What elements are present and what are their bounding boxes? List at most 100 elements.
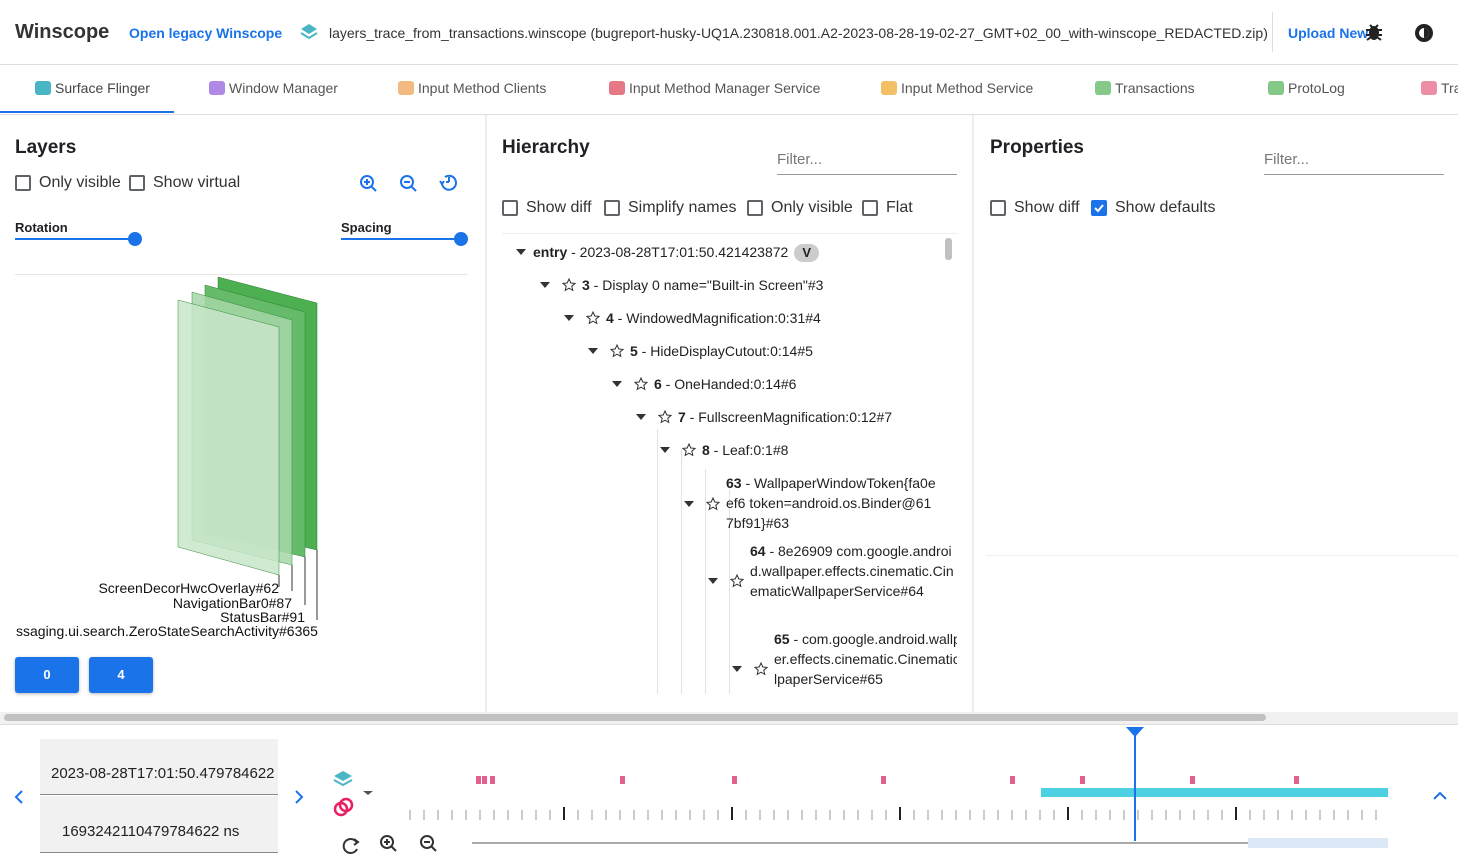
transition-mark xyxy=(1080,776,1085,784)
timestamp: 2023-08-28T17:01:50.479784622 xyxy=(51,765,275,782)
expand-arrow[interactable] xyxy=(707,576,719,586)
node-id: 7 xyxy=(678,409,686,425)
properties-panel: Properties Filter... Show diff Show defau… xyxy=(974,115,1458,712)
tree-guide xyxy=(705,469,706,694)
tree-node[interactable]: 5 - HideDisplayCutout:0:14#5 xyxy=(587,337,942,365)
expand-arrow[interactable] xyxy=(659,445,671,455)
spacing-label: Spacing xyxy=(341,220,392,235)
node-text: 7 - FullscreenMagnification:0:12#7 xyxy=(678,407,957,427)
filter-input[interactable]: Filter... xyxy=(777,151,957,175)
expand-arrow[interactable] xyxy=(515,247,527,257)
node-name: - Leaf:0:1#8 xyxy=(709,442,789,458)
scrollbar[interactable] xyxy=(945,238,952,260)
expand-arrow[interactable] xyxy=(587,346,599,356)
expand-arrow[interactable] xyxy=(683,499,695,509)
expand-arrow[interactable] xyxy=(563,313,575,323)
tab-icon xyxy=(209,81,225,95)
star-icon[interactable] xyxy=(562,278,576,292)
timestamp-input[interactable]: 2023-08-28T17:01:50.479784622 xyxy=(40,739,278,795)
checkbox-label: Only visible xyxy=(39,174,121,191)
layer-3d-view xyxy=(177,276,318,620)
bug-icon[interactable] xyxy=(1364,22,1384,42)
node-name: - HideDisplayCutout:0:14#5 xyxy=(637,343,813,359)
checkbox xyxy=(129,175,145,191)
node-text: 8 - Leaf:0:1#8 xyxy=(702,440,957,460)
transition-mark xyxy=(881,776,886,784)
tab-icon xyxy=(1268,81,1284,95)
star-icon[interactable] xyxy=(586,311,600,325)
transition-mark xyxy=(476,776,481,784)
tree-node[interactable]: 3 - Display 0 name="Built-in Screen"#3 xyxy=(539,271,942,299)
slider-thumb[interactable] xyxy=(454,232,468,246)
tab-icon xyxy=(1421,81,1437,95)
tree-node[interactable]: entry - 2023-08-28T17:01:50.421423872 V xyxy=(515,238,942,266)
star-icon[interactable] xyxy=(730,574,744,588)
star-icon[interactable] xyxy=(610,344,624,358)
file-icon xyxy=(300,24,318,40)
node-name: - Display 0 name="Built-in Screen"#3 xyxy=(589,277,824,293)
prev-button[interactable] xyxy=(12,789,26,805)
star-icon[interactable] xyxy=(682,443,696,457)
node-text: 5 - HideDisplayCutout:0:14#5 xyxy=(630,341,957,361)
slider-thumb[interactable] xyxy=(128,232,142,246)
header: Winscope Open legacy Winscope layers_tra… xyxy=(0,0,1458,65)
layer-label: ssaging.ui.search.ZeroStateSearchActivit… xyxy=(16,623,318,639)
tree-node[interactable]: 64 - 8e26909 com.google.android.wallpape… xyxy=(707,537,954,625)
rotation-slider[interactable] xyxy=(15,238,135,240)
star-icon[interactable] xyxy=(706,497,720,511)
timestamp-ns-input[interactable]: 1693242110479784622 ns xyxy=(40,796,278,853)
timeline-controls[interactable] xyxy=(338,833,443,861)
node-name: - OneHanded:0:14#6 xyxy=(661,376,797,392)
h-scroll xyxy=(0,712,1458,724)
next-button[interactable] xyxy=(292,789,306,805)
tab-bar: Surface Flinger Window Manager Input Metho… xyxy=(0,65,1458,115)
layer-button[interactable]: 0 xyxy=(15,657,79,693)
tree-node[interactable]: 4 - WindowedMagnification:0:31#4 xyxy=(563,304,942,332)
trace-selector[interactable] xyxy=(332,769,378,819)
node-id: 5 xyxy=(630,343,638,359)
star-icon[interactable] xyxy=(634,377,648,391)
spacing-slider[interactable] xyxy=(341,238,461,240)
checkbox-label: Flat xyxy=(886,199,913,216)
tab-label: Input Method Service xyxy=(901,80,1034,96)
expand-arrow[interactable] xyxy=(635,412,647,422)
divider xyxy=(15,274,467,275)
tree-node[interactable]: 7 - FullscreenMagnification:0:12#7 xyxy=(635,403,942,431)
layers-panel: Layers Rotation Spacing Only visible Show… xyxy=(0,115,485,712)
checkbox-label: Show diff xyxy=(526,199,592,216)
cursor-head xyxy=(1126,727,1144,737)
tree-node[interactable]: 63 - WallpaperWindowToken{fa0eef6 token=… xyxy=(683,469,942,539)
tree-node[interactable]: 8 - Leaf:0:1#8 xyxy=(659,436,942,464)
scroll-thumb[interactable] xyxy=(4,714,1266,721)
node-text: 6 - OneHanded:0:14#6 xyxy=(654,374,957,394)
expand-arrow[interactable] xyxy=(731,664,743,674)
theme-icon[interactable] xyxy=(1413,22,1435,44)
node-name: - WindowedMagnification:0:31#4 xyxy=(613,310,821,326)
tree-guide xyxy=(681,449,682,694)
tab-label: Input Method Manager Service xyxy=(629,80,821,96)
divider xyxy=(1272,12,1273,52)
expand-arrow[interactable] xyxy=(611,379,623,389)
filter-input[interactable]: Filter... xyxy=(1264,151,1444,175)
panel-title: Layers xyxy=(15,137,77,158)
star-icon[interactable] xyxy=(754,662,768,676)
star-icon[interactable] xyxy=(658,410,672,424)
legacy-link[interactable]: Open legacy Winscope xyxy=(129,25,283,41)
tree-guide xyxy=(729,489,730,694)
upload-button[interactable]: Upload New xyxy=(1288,25,1369,41)
node-id: 65 xyxy=(774,631,790,647)
tab-label: Window Manager xyxy=(229,80,338,96)
checkbox xyxy=(1091,200,1107,216)
transition-mark xyxy=(732,776,737,784)
expand-arrow[interactable] xyxy=(539,280,551,290)
transition-mark xyxy=(482,776,487,784)
collapse-button[interactable] xyxy=(1432,789,1448,801)
tree-node[interactable]: 6 - OneHanded:0:14#6 xyxy=(611,370,942,398)
node-text: entry - 2023-08-28T17:01:50.421423872 V xyxy=(533,242,933,262)
layer-button[interactable]: 4 xyxy=(89,657,153,693)
tab-label: Input Method Clients xyxy=(418,80,547,96)
tab-label: ProtoLog xyxy=(1288,80,1345,96)
tree-node[interactable]: 65 - com.google.android.wallpaper.effect… xyxy=(731,625,957,694)
checkbox xyxy=(747,200,763,216)
view-controls[interactable] xyxy=(358,173,463,195)
